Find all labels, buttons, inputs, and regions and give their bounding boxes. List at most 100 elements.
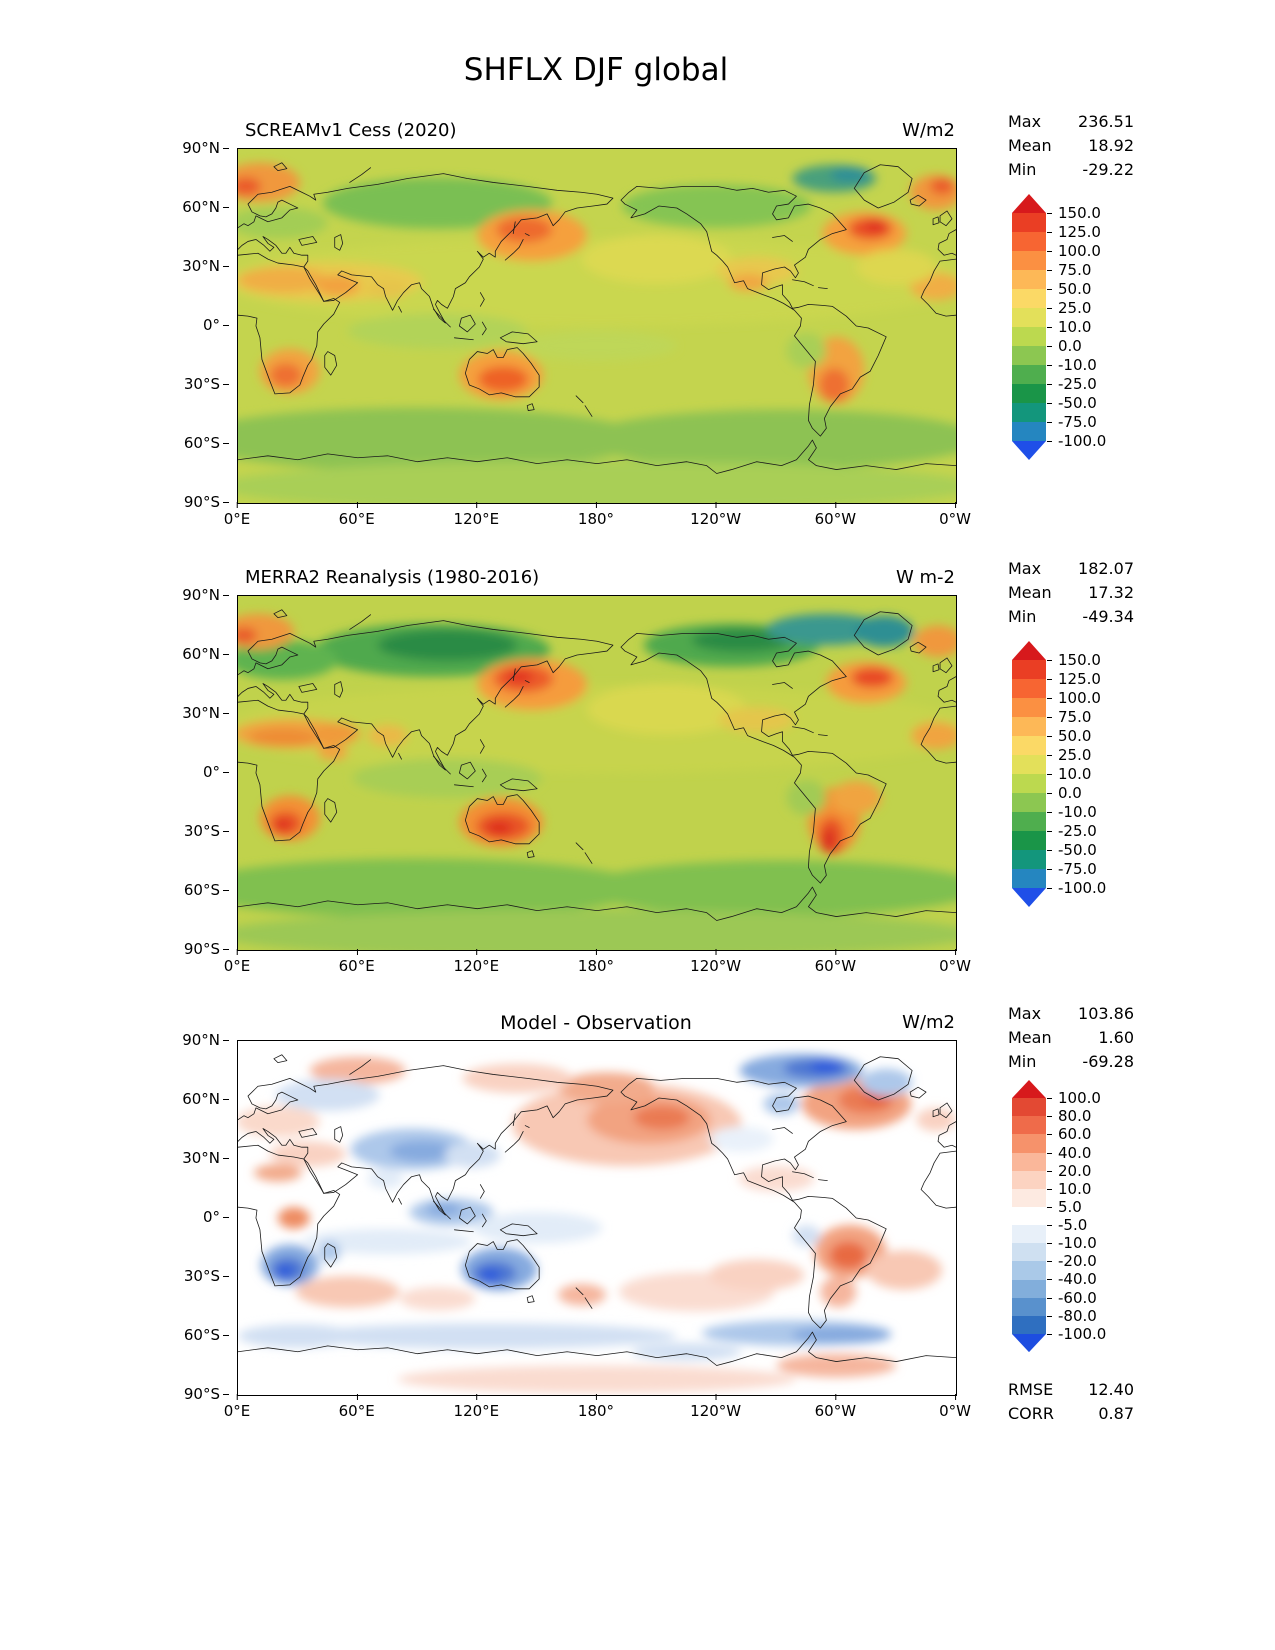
panel-units-label: W m-2 xyxy=(895,567,955,588)
colorbar-bar xyxy=(1012,194,1046,460)
colorbar-segment xyxy=(1012,1333,1046,1353)
map-scream xyxy=(238,149,956,503)
colorbar: 150.0 125.0 100.0 75.0 50.0 25.0 10.0 0.0 -10.0-… xyxy=(1012,194,1142,460)
colorbar-segment xyxy=(1012,270,1046,289)
panel-title: MERRA2 Reanalysis (1980-2016) xyxy=(245,567,540,588)
y-axis-tick-label: 90°S xyxy=(0,1385,229,1403)
stat-value: -29.22 xyxy=(1082,160,1134,179)
x-axis-tick-label: 120°W xyxy=(690,1394,742,1420)
x-axis-tick-label: 120°E xyxy=(453,949,500,975)
colorbar-tick-label: 75.0 xyxy=(1046,708,1092,726)
colorbar-segment xyxy=(1012,812,1046,831)
colorbar-segment xyxy=(1012,289,1046,308)
y-axis-tick-label: 0° xyxy=(0,763,229,781)
y-axis-tick-label: 0° xyxy=(0,1208,229,1226)
y-axis-tick-label: 60°S xyxy=(0,434,229,452)
y-axis-tick-label: 60°S xyxy=(0,1326,229,1344)
colorbar-tick-label: -60.0 xyxy=(1047,1288,1097,1307)
colorbar-segment xyxy=(1012,679,1046,698)
colorbar-tick-label: 75.0 xyxy=(1046,261,1092,279)
colorbar-tick-label: 10.0 xyxy=(1046,1179,1092,1198)
x-axis-tick-label: 180° xyxy=(577,1394,615,1420)
colorbar-segment xyxy=(1012,736,1046,755)
colorbar-segment xyxy=(1012,346,1046,365)
stat-value: 12.40 xyxy=(1088,1380,1134,1399)
colorbar-tick-label: 150.0 xyxy=(1047,204,1101,222)
colorbar-segment xyxy=(1012,888,1046,907)
x-axis-tick-label: 120°W xyxy=(690,949,742,975)
y-axis-tick-label: 30°N xyxy=(0,704,229,722)
colorbar-tick-label: 50.0 xyxy=(1046,280,1092,298)
colorbar-tick-label: 50.0 xyxy=(1046,727,1092,745)
x-axis-tick-label: 60°W xyxy=(814,949,857,975)
x-axis-tick-label: 0°E xyxy=(223,502,251,528)
colorbar-tick-label: 125.0 xyxy=(1047,670,1101,688)
colorbar-tick-label: -20.0 xyxy=(1047,1252,1097,1271)
colorbar-tick-label: 0.0 xyxy=(1047,784,1082,802)
colorbar-ticks: 150.0 125.0 100.0 75.0 50.0 25.0 10.0 0.0 -10.0-… xyxy=(1046,194,1138,460)
colorbar-tick-label: 25.0 xyxy=(1046,746,1092,764)
colorbar-tick-label: -10.0 xyxy=(1047,1234,1097,1253)
stat-row: CORR 0.87 xyxy=(1008,1402,1134,1426)
colorbar-tick-label: 100.0 xyxy=(1047,1089,1101,1108)
colorbar: 100.0 80.0 60.0 40.0 20.0 10.0 5.0 -5.0 -10.0 -20… xyxy=(1012,1080,1142,1353)
colorbar-segment xyxy=(1012,1315,1046,1334)
stat-row: Min -49.34 xyxy=(1008,605,1134,629)
x-axis-tick-label: 60°W xyxy=(814,1394,857,1420)
colorbar-tick-label: 60.0 xyxy=(1046,1125,1092,1144)
x-axis-tick-label: 180° xyxy=(577,949,615,975)
colorbar-tick-label: 0.0 xyxy=(1047,337,1082,355)
x-axis-tick-label: 0°W xyxy=(939,949,971,975)
stat-value: 18.92 xyxy=(1088,136,1134,155)
x-axis-tick-label: 0°W xyxy=(939,502,971,528)
colorbar-tick-label: 80.0 xyxy=(1046,1107,1092,1126)
colorbar-segment xyxy=(1012,660,1046,679)
figure-title: SHFLX DJF global xyxy=(463,52,729,88)
colorbar-bar xyxy=(1012,641,1046,907)
map-frame xyxy=(237,595,957,951)
colorbar-segment xyxy=(1012,1279,1046,1298)
stats-block: Max 236.51 Mean 18.92 Min -29.22 xyxy=(1008,110,1134,182)
stats-block: Max 103.86 Mean 1.60 Min -69.28 xyxy=(1008,1002,1134,1074)
colorbar-segment xyxy=(1012,1297,1046,1316)
colorbar-segment xyxy=(1012,698,1046,717)
colorbar-segment xyxy=(1012,869,1046,888)
stat-label: RMSE xyxy=(1008,1380,1054,1399)
colorbar-segment xyxy=(1012,755,1046,774)
colorbar-tick-label: 10.0 xyxy=(1046,318,1092,336)
colorbar-tick-label: 40.0 xyxy=(1046,1143,1092,1162)
colorbar-segment xyxy=(1012,1243,1046,1262)
colorbar-tick-label: 20.0 xyxy=(1046,1161,1092,1180)
x-axis-tick-label: 0°E xyxy=(223,1394,251,1420)
panel-merra2: MERRA2 Reanalysis (1980-2016) W m-2 90°N… xyxy=(0,559,1275,1005)
stat-row: Max 236.51 xyxy=(1008,110,1134,134)
stat-row: RMSE 12.40 xyxy=(1008,1378,1134,1402)
colorbar-tick-label: -100.0 xyxy=(1046,1324,1107,1343)
colorbar-segment xyxy=(1012,850,1046,869)
y-axis-tick-label: 60°N xyxy=(0,645,229,663)
colorbar-segment xyxy=(1012,308,1046,327)
colorbar-tick-label: 125.0 xyxy=(1047,223,1101,241)
x-axis-tick-label: 60°E xyxy=(338,502,375,528)
stat-row: Max 103.86 xyxy=(1008,1002,1134,1026)
stat-value: -49.34 xyxy=(1082,607,1134,626)
map-diff xyxy=(238,1041,956,1395)
colorbar-tick-label: -75.0 xyxy=(1047,860,1097,878)
x-axis-tick-label: 120°W xyxy=(690,502,742,528)
colorbar-tick-label: -100.0 xyxy=(1046,879,1107,897)
colorbar-segment xyxy=(1012,1188,1046,1207)
colorbar-ticks: 150.0 125.0 100.0 75.0 50.0 25.0 10.0 0.0 -10.0-… xyxy=(1046,641,1138,907)
panel-diff: Model - Observation W/m2 90°N 60°N 30°N 0° 3… xyxy=(0,1004,1275,1450)
stat-label: Mean xyxy=(1008,136,1052,155)
colorbar-segment xyxy=(1012,1098,1046,1117)
x-axis-tick-label: 0°E xyxy=(223,949,251,975)
y-axis-tick-label: 30°N xyxy=(0,257,229,275)
x-axis-tick-label: 60°W xyxy=(814,502,857,528)
colorbar-tick-label: 100.0 xyxy=(1047,689,1101,707)
map-frame xyxy=(237,1040,957,1396)
stats-block: Max 182.07 Mean 17.32 Min -49.34 xyxy=(1008,557,1134,629)
stat-value: 182.07 xyxy=(1078,559,1134,578)
colorbar-tick-label: -80.0 xyxy=(1047,1306,1097,1325)
colorbar-segment xyxy=(1012,1152,1046,1171)
